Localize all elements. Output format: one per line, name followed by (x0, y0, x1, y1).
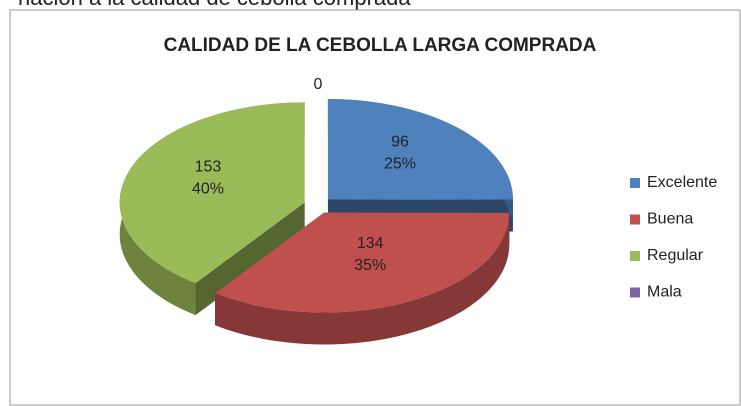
slice-side (195, 202, 305, 316)
slice-top (215, 212, 510, 313)
slice-top (327, 99, 513, 200)
legend-label: Excelente (647, 174, 717, 191)
legend-label: Buena (647, 211, 693, 228)
legend-swatch (630, 178, 640, 188)
data-label: 96 (391, 133, 409, 150)
percent-label: 25% (384, 155, 416, 172)
percent-label: 40% (192, 181, 224, 198)
legend-swatch (630, 287, 640, 298)
slice (215, 212, 510, 345)
slice (119, 102, 305, 316)
data-label: 0 (314, 76, 323, 93)
legend-swatch (630, 251, 640, 261)
legend-label: Mala (647, 284, 682, 301)
chart-title: CALIDAD DE LA CEBOLLA LARGA COMPRADA (164, 35, 597, 56)
caption: nación a la calidad de cebolla comprada (18, 0, 411, 10)
slice-top (119, 102, 305, 284)
data-label: 153 (195, 159, 222, 176)
legend-swatch (630, 214, 640, 225)
slice-rim (215, 212, 510, 345)
percent-label: 35% (354, 257, 386, 274)
data-label: 134 (357, 235, 384, 252)
legend-label: Regular (647, 247, 704, 264)
